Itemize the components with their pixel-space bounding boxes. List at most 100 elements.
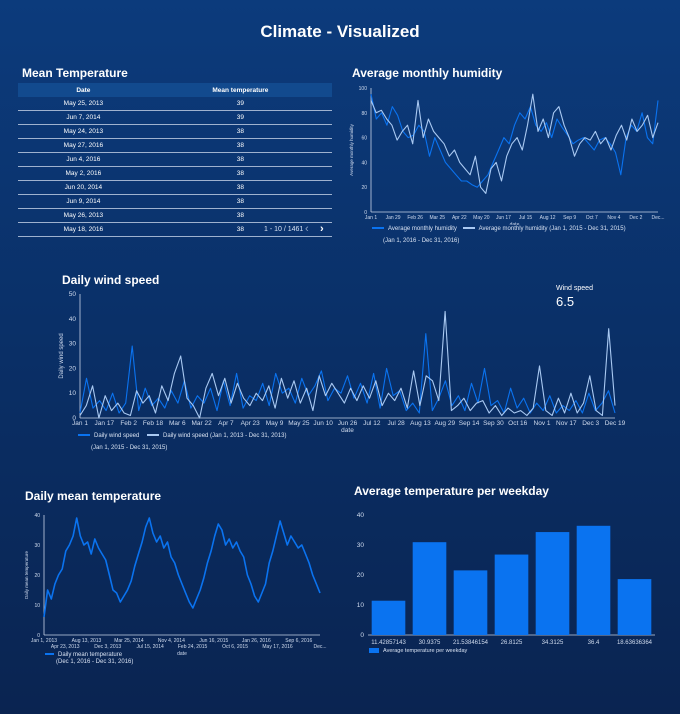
series-line-1 [43, 517, 321, 618]
x-tick-label: Dec 3, 2013 [94, 644, 121, 650]
x-tick-label: Sep 9 [563, 215, 576, 221]
x-tick-label: Jul 15, 2014 [137, 644, 164, 650]
legend-swatch [78, 434, 90, 437]
column-header-date[interactable]: Date [18, 83, 149, 97]
humidity-legend: Average monthly humidity Average monthly… [372, 226, 626, 232]
cell-date: Jun 9, 2014 [18, 194, 149, 209]
y-tick-label: 10 [34, 603, 40, 609]
x-tick-label: Oct 6, 2015 [222, 644, 248, 650]
cell-date: May 27, 2016 [18, 138, 149, 153]
y-tick-label: 30 [69, 341, 77, 348]
column-header-mean-temperature[interactable]: Mean temperature [148, 83, 332, 97]
x-tick-label: Nov 1 [534, 420, 551, 427]
y-tick-label: 0 [364, 210, 367, 216]
x-tick-label: Nov 17 [556, 420, 577, 427]
bar [453, 570, 488, 635]
y-tick-label: 20 [34, 573, 40, 579]
x-tick-label: 30.9375 [419, 640, 441, 646]
x-tick-label: Sep 14 [459, 420, 480, 427]
table-row[interactable]: May 18, 2016 38 [18, 222, 332, 237]
weekday-chart-title: Average temperature per weekday [354, 484, 549, 498]
x-tick-label: Mar 6 [169, 420, 186, 427]
legend-subtitle: (Jan 1, 2015 - Dec 31, 2015) [91, 445, 168, 451]
table-row[interactable]: May 2, 2016 38 [18, 166, 332, 181]
mean-temperature-table: Date Mean temperature May 25, 2013 39 Jun … [18, 83, 332, 237]
cell-mean-temperature: 38 [148, 180, 332, 195]
x-tick-label: Dec 2 [629, 215, 642, 221]
legend-swatch [372, 227, 384, 230]
legend-swatch [462, 227, 475, 230]
cell-date: May 2, 2016 [18, 166, 149, 181]
cell-mean-temperature: 38 [148, 138, 332, 153]
x-tick-label: Jun 16, 2015 [199, 638, 228, 644]
table-row[interactable]: Jun 20, 2014 38 [18, 180, 332, 195]
x-tick-label: Jun 26 [338, 420, 358, 427]
x-tick-label: Feb 26 [407, 215, 423, 221]
x-axis-label: date [510, 222, 520, 225]
x-tick-label: 11.42857143 [371, 640, 406, 646]
wind-chart-title: Daily wind speed [62, 273, 160, 287]
x-tick-label: Jul 28 [387, 420, 405, 427]
y-tick-label: 100 [359, 86, 368, 92]
table-row[interactable]: Jun 4, 2016 38 [18, 152, 332, 167]
humidity-chart-title: Average monthly humidity [352, 66, 503, 80]
wind-legend: Daily wind speed Daily wind speed (Jan 1… [78, 433, 286, 439]
y-axis-label: Average monthly humidity [349, 123, 354, 175]
x-axis-label: date [177, 651, 187, 656]
legend-subtitle: (Dec 1, 2016 - Dec 31, 2016) [56, 659, 134, 665]
x-tick-label: 21.53846154 [453, 640, 489, 646]
cell-mean-temperature: 39 [148, 110, 332, 125]
chevron-left-icon[interactable]: ‹ [305, 223, 309, 235]
legend-label: Average monthly humidity [388, 226, 457, 232]
temperature-legend: Daily mean temperature [45, 652, 122, 658]
series-line-2 [370, 93, 659, 194]
y-tick-label: 80 [361, 111, 367, 117]
x-tick-label: Apr 7 [218, 420, 234, 427]
x-tick-label: Aug 13 [410, 420, 431, 427]
humidity-chart: 0 20 40 60 80 100 Jan 1 Jan 29 Feb 26 Mar 25 Apr 2… [349, 86, 665, 225]
cell-mean-temperature: 38 [148, 222, 332, 237]
x-tick-label: May 25 [288, 420, 310, 427]
x-tick-label: Mar 25, 2014 [114, 638, 144, 644]
cell-date: Jun 20, 2014 [18, 180, 149, 195]
y-tick-label: 40 [34, 513, 40, 519]
cell-mean-temperature: 38 [148, 152, 332, 167]
x-tick-label: Jan 29 [386, 215, 401, 221]
table-row[interactable]: May 27, 2016 38 [18, 138, 332, 153]
x-tick-label: Jun 17 [496, 215, 511, 221]
y-tick-label: 0 [72, 415, 76, 422]
legend-swatch [369, 648, 379, 654]
cell-date: May 25, 2013 [18, 97, 149, 111]
x-tick-label: Dec 3 [582, 420, 599, 427]
x-tick-label: Apr 22 [452, 215, 467, 221]
y-tick-label: 0 [360, 632, 364, 639]
x-tick-label: 36.4 [588, 640, 600, 646]
bar [535, 532, 570, 635]
cell-mean-temperature: 38 [148, 166, 332, 181]
x-tick-label: Feb 24, 2015 [178, 644, 208, 650]
cell-mean-temperature: 39 [148, 97, 332, 111]
legend-label: Daily mean temperature [58, 652, 123, 658]
bar [412, 542, 447, 635]
table-row[interactable]: May 25, 2013 39 [18, 97, 332, 111]
series-line-2 [79, 310, 616, 419]
x-tick-label: Oct 16 [508, 420, 528, 427]
pagination-label: 1 - 10 / 1461 [264, 226, 304, 233]
cell-mean-temperature: 38 [148, 194, 332, 209]
x-tick-label: Jul 15 [519, 215, 533, 221]
series-line-1 [370, 94, 659, 188]
table-row[interactable]: May 24, 2013 38 [18, 124, 332, 139]
x-tick-label: Mar 22 [191, 420, 212, 427]
table-row[interactable]: May 26, 2013 38 [18, 208, 332, 223]
x-tick-label: Aug 13, 2013 [72, 638, 102, 644]
cell-date: May 18, 2016 [18, 222, 149, 237]
table-row[interactable]: Jun 9, 2014 38 [18, 194, 332, 209]
x-tick-label: May 17, 2016 [262, 644, 293, 650]
chevron-right-icon[interactable]: › [320, 223, 324, 235]
table-row[interactable]: Jun 7, 2014 39 [18, 110, 332, 125]
x-tick-label: Sep 30 [483, 420, 504, 427]
x-tick-label: 34.3125 [542, 640, 564, 646]
legend-label: Average monthly humidity (Jan 1, 2015 - … [478, 226, 626, 232]
x-tick-label: Aug 29 [434, 420, 455, 427]
